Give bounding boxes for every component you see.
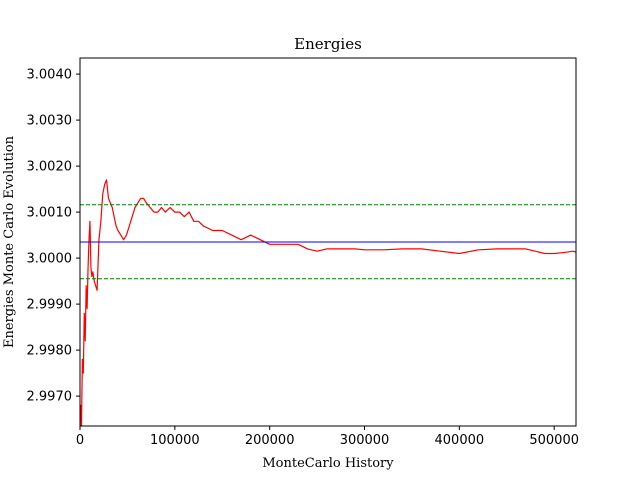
y-tick-label: 2.9990 — [27, 298, 73, 313]
chart-title: Energies — [294, 35, 362, 53]
y-tick-label: 3.0020 — [27, 160, 73, 175]
x-tick-label: 0 — [76, 433, 84, 448]
plot-frame — [79, 57, 577, 427]
x-tick-label: 200000 — [245, 433, 295, 448]
energy-series-line-0 — [80, 179, 576, 426]
y-axis: 2.9970 2.9980 2.9990 3.0000 3.0010 3.0020 3.00… — [27, 68, 80, 405]
y-tick-label: 2.9970 — [27, 390, 73, 405]
x-tick-label: 500000 — [529, 433, 579, 448]
y-tick-label: 2.9980 — [27, 344, 73, 359]
x-tick-label: 100000 — [150, 433, 200, 448]
y-tick-label: 3.0000 — [27, 252, 73, 267]
x-tick-label: 400000 — [435, 433, 485, 448]
y-tick-label: 3.0040 — [27, 68, 73, 83]
x-axis: 0 100000 200000 300000 400000 500000 — [76, 426, 579, 448]
y-tick-label: 3.0030 — [27, 114, 73, 129]
y-tick-label: 3.0010 — [27, 206, 73, 221]
x-tick-label: 300000 — [340, 433, 390, 448]
x-axis-label: MonteCarlo History — [262, 456, 394, 471]
y-axis-label: Energies Monte Carlo Evolution — [2, 135, 17, 348]
